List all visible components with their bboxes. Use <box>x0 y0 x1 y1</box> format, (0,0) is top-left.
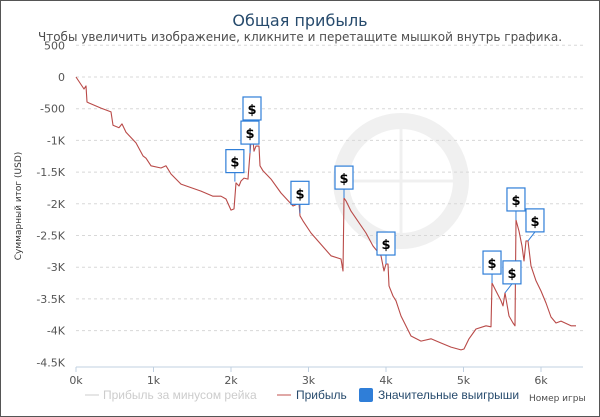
marker-box <box>525 208 545 233</box>
dollar-icon: $ <box>507 267 516 282</box>
dollar-icon: $ <box>339 172 348 187</box>
significant-win-marker[interactable]: $ <box>240 120 260 154</box>
y-axis-ticks: 500 0 -500 -1K -1.5K -2K -2.5K -3K -3.5K -4K -4.5K <box>36 39 65 369</box>
dollar-icon: $ <box>295 187 304 202</box>
series-group <box>75 76 576 351</box>
y-tick-label: -500 <box>40 103 65 116</box>
significant-win-marker[interactable]: $ <box>290 180 310 214</box>
significant-win-marker[interactable]: $ <box>502 260 522 294</box>
dollar-icon: $ <box>511 194 520 209</box>
y-tick-label: 500 <box>44 39 65 52</box>
significant-win-marker[interactable]: $ <box>225 149 245 182</box>
marker-box <box>334 165 354 190</box>
marker-box <box>290 180 310 205</box>
dollar-icon: $ <box>247 103 256 118</box>
dollar-icon: $ <box>230 156 239 171</box>
y-tick-label: -1.5K <box>36 166 65 179</box>
legend-item-wins[interactable]: Значительные выигрыши <box>378 388 519 402</box>
legend-item-net-profit[interactable]: Прибыль за минусом рейка <box>103 388 257 402</box>
marker-box <box>376 231 396 256</box>
y-axis-label: Суммарный итог (USD) <box>14 152 24 261</box>
marker-box <box>240 120 260 145</box>
x-tick-label: 3k <box>302 374 316 387</box>
significant-win-marker[interactable]: $ <box>334 165 354 199</box>
significant-win-marker[interactable]: $ <box>506 187 526 220</box>
marker-box <box>225 149 245 174</box>
y-tick-label: -3K <box>47 261 66 274</box>
significant-win-marker[interactable]: $ <box>525 208 545 242</box>
dollar-icon: $ <box>530 215 539 230</box>
x-tick-label: 1k <box>147 374 161 387</box>
x-tick-label: 2k <box>224 374 238 387</box>
dollar-icon: $ <box>487 257 496 272</box>
significant-wins-group: $ $ $ $ $ $ $ $ $ $ <box>225 96 545 294</box>
marker-box <box>242 96 262 121</box>
y-tick-label: -2K <box>47 198 66 211</box>
chart-subtitle: Чтобы увеличить изображение, кликните и … <box>38 30 562 44</box>
marker-box <box>502 260 522 285</box>
marker-box <box>482 250 502 275</box>
dollar-icon: $ <box>245 127 254 142</box>
series-line-profit <box>75 76 576 351</box>
legend-symbol-wins <box>359 388 373 402</box>
chart-title: Общая прибыль <box>232 11 367 30</box>
marker-box <box>506 187 526 212</box>
x-axis-ticks: 0k 1k 2k 3k 4k 5k 6k <box>69 367 548 387</box>
x-tick-label: 0k <box>69 374 83 387</box>
legend: Прибыль за минусом рейка Прибыль Значите… <box>85 388 586 404</box>
y-tick-label: -2.5K <box>36 230 65 243</box>
x-tick-label: 4k <box>379 374 393 387</box>
y-tick-label: -4.5K <box>36 356 65 369</box>
marker-stem <box>527 231 536 242</box>
y-tick-label: -1K <box>47 134 66 147</box>
significant-win-marker[interactable]: $ <box>376 231 396 265</box>
y-tick-label: -4K <box>47 325 66 338</box>
x-axis-label: Номер игры <box>529 394 586 404</box>
y-tick-label: 0 <box>58 71 65 84</box>
dollar-icon: $ <box>381 238 390 253</box>
y-tick-label: -3.5K <box>36 293 65 306</box>
marker-stem <box>504 283 513 294</box>
legend-item-profit[interactable]: Прибыль <box>296 388 347 402</box>
significant-win-marker[interactable]: $ <box>482 250 502 284</box>
x-tick-label: 5k <box>457 374 471 387</box>
x-tick-label: 6k <box>534 374 548 387</box>
